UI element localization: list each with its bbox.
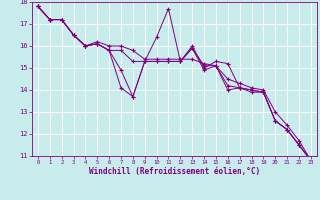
- X-axis label: Windchill (Refroidissement éolien,°C): Windchill (Refroidissement éolien,°C): [89, 167, 260, 176]
